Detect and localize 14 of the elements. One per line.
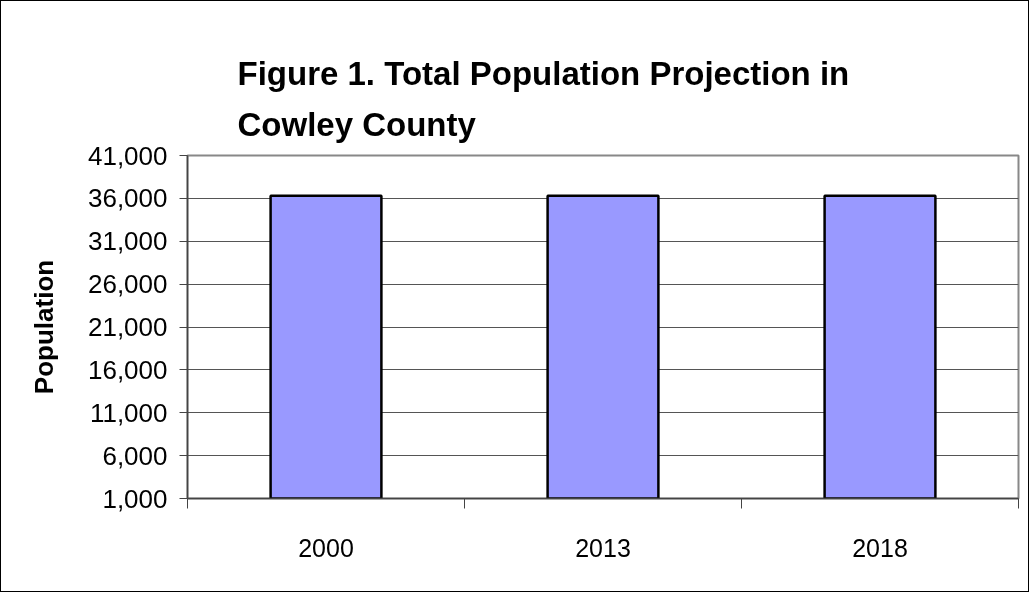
y-tick-label: 6,000 — [102, 440, 168, 471]
y-tick-label: 16,000 — [87, 354, 168, 385]
x-tick-label: 2018 — [852, 533, 908, 562]
x-tick-label: 2000 — [298, 533, 354, 562]
y-tick-label: 36,000 — [87, 183, 168, 214]
y-axis-title: Population — [28, 259, 59, 395]
chart-title: Figure 1. Total Population Projection in Cowley County — [237, 54, 850, 144]
y-tick-label: 11,000 — [89, 397, 168, 428]
y-tick-label: 1,000 — [102, 483, 168, 514]
y-tick-label: 26,000 — [87, 269, 168, 300]
y-tick-label: 21,000 — [87, 312, 168, 342]
x-tick-label: 2013 — [575, 533, 631, 562]
y-tick-label: 41,000 — [87, 140, 168, 171]
y-tick-label: 31,000 — [87, 226, 168, 257]
